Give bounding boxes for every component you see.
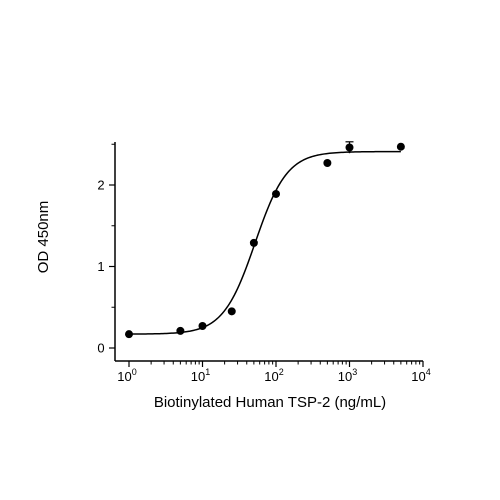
y-tick-label: 1 <box>97 259 104 274</box>
data-point <box>323 158 332 167</box>
x-tick-label: 104 <box>411 367 430 384</box>
data-point <box>176 326 185 335</box>
data-point <box>125 330 133 339</box>
y-tick-label: 2 <box>97 178 104 193</box>
axes <box>114 142 423 362</box>
data-point <box>198 321 207 330</box>
data-points <box>125 142 405 339</box>
x-axis-label: Biotinylated Human TSP-2 (ng/mL) <box>154 394 386 411</box>
data-point <box>396 142 405 151</box>
y-tick-label: 0 <box>97 341 104 356</box>
x-axis-ticks: 100 101 102 103 104 <box>117 361 431 384</box>
y-axis-label: OD 450nm <box>35 201 52 274</box>
data-point <box>345 143 354 152</box>
data-point <box>272 189 280 198</box>
y-axis-ticks: 0 1 2 <box>97 143 115 356</box>
x-tick-label: 102 <box>264 367 283 384</box>
x-tick-label: 101 <box>191 367 210 384</box>
x-tick-label: 100 <box>117 367 136 384</box>
fit-curve <box>128 150 401 335</box>
data-point <box>249 238 258 247</box>
x-tick-label: 103 <box>338 367 357 384</box>
data-point <box>227 307 236 316</box>
